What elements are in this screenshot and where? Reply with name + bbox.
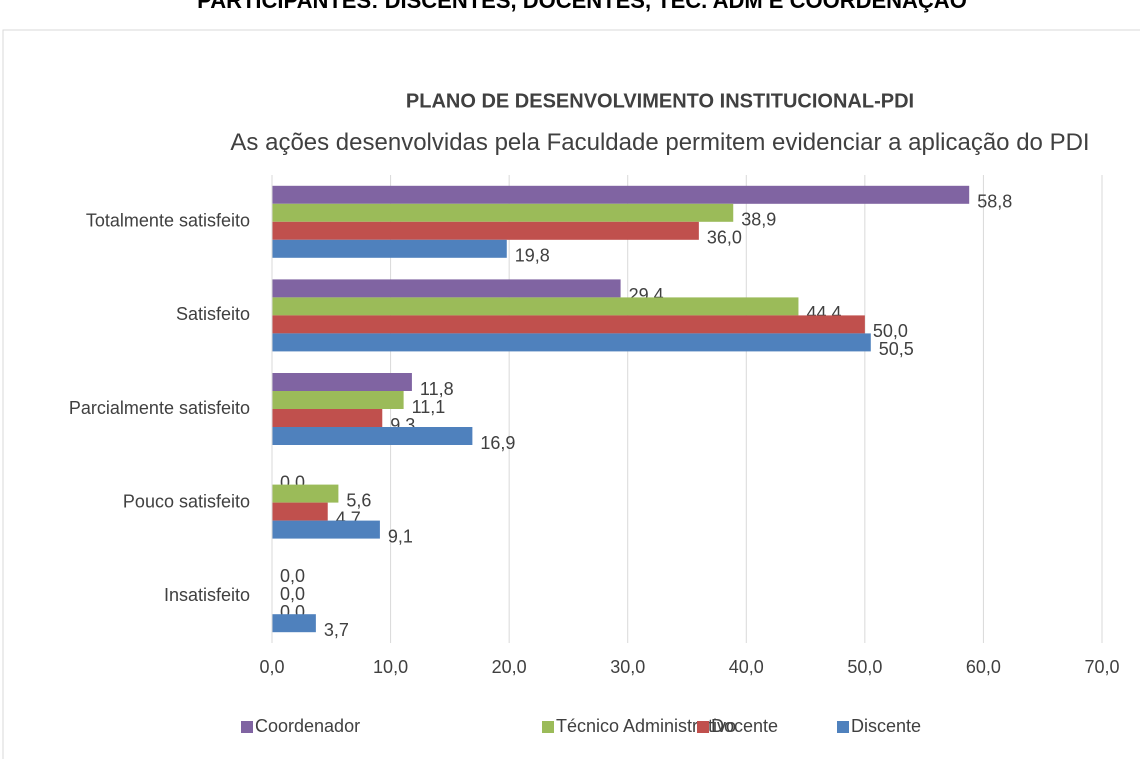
data-label: 11,1	[412, 397, 446, 417]
bar	[272, 391, 404, 409]
bar	[272, 484, 339, 503]
data-label: 36,0	[707, 228, 742, 248]
chart-frame	[2, 29, 1140, 759]
bar	[272, 373, 412, 391]
bar	[272, 297, 799, 316]
x-tick-label: 70,0	[1084, 657, 1119, 677]
x-tick-label: 40,0	[729, 657, 764, 677]
data-label: 11,8	[420, 379, 454, 399]
y-tick-label: Parcialmente satisfeito	[69, 398, 250, 418]
data-label: 0,0	[280, 566, 305, 586]
page-heading: PARTICIPANTES: DISCENTES, DOCENTES, TEC.…	[197, 0, 967, 13]
data-label: 38,9	[741, 210, 776, 230]
x-tick-label: 30,0	[610, 657, 645, 677]
data-label: 16,9	[480, 433, 515, 453]
x-tick-label: 20,0	[492, 657, 527, 677]
data-label: 19,8	[515, 246, 550, 266]
legend-label: Técnico Administrativo	[556, 716, 736, 736]
data-label: 3,7	[324, 620, 349, 640]
data-label: 58,8	[977, 192, 1012, 212]
bar	[272, 333, 871, 352]
y-tick-label: Totalmente satisfeito	[86, 211, 250, 231]
x-tick-label: 60,0	[966, 657, 1001, 677]
y-tick-label: Insatisfeito	[164, 585, 250, 605]
bar	[272, 315, 865, 334]
bar	[272, 239, 507, 258]
x-tick-label: 50,0	[847, 657, 882, 677]
bar	[272, 409, 383, 427]
bar	[272, 221, 699, 240]
data-label: 5,6	[346, 490, 371, 510]
data-label: 9,1	[388, 526, 413, 546]
bar	[272, 427, 473, 445]
bar	[272, 614, 316, 633]
y-tick-label: Pouco satisfeito	[123, 491, 250, 511]
legend-swatch	[241, 721, 253, 733]
bar	[272, 502, 328, 521]
legend-swatch	[697, 721, 709, 733]
bar	[272, 279, 621, 298]
chart-subtitle: As ações desenvolvidas pela Faculdade pe…	[230, 129, 1090, 156]
x-tick-label: 10,0	[373, 657, 408, 677]
data-label: 50,5	[879, 339, 914, 359]
legend-swatch	[837, 721, 849, 733]
data-label: 50,0	[873, 321, 908, 341]
data-label: 0,0	[280, 584, 305, 604]
legend-label: Docente	[711, 716, 778, 736]
legend-label: Discente	[851, 716, 921, 736]
y-tick-label: Satisfeito	[176, 304, 250, 324]
x-tick-label: 0,0	[259, 657, 284, 677]
bar	[272, 185, 970, 204]
chart-title: PLANO DE DESENVOLVIMENTO INSTITUCIONAL-P…	[406, 90, 914, 112]
bar	[272, 203, 734, 222]
legend-swatch	[542, 721, 554, 733]
legend-label: Coordenador	[255, 716, 360, 736]
bar	[272, 520, 380, 539]
